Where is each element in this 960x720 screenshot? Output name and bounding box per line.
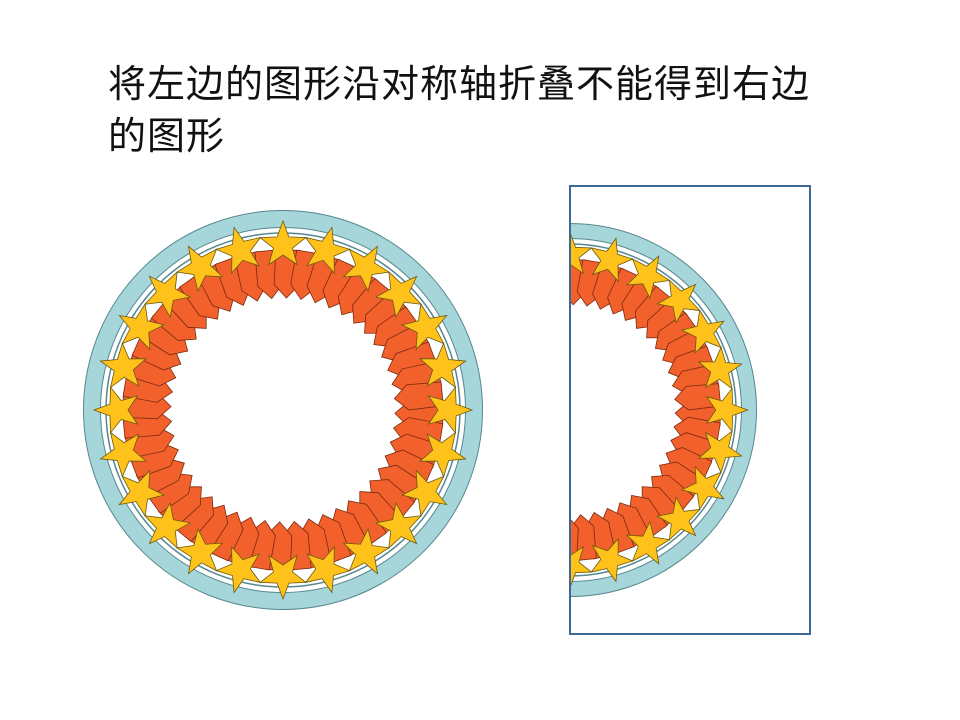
slide-title: 将左边的图形沿对称轴折叠不能得到右边的图形 xyxy=(108,62,811,158)
star-shape xyxy=(92,386,139,434)
star-shape xyxy=(697,430,743,474)
star-ring xyxy=(470,231,749,589)
star-shape xyxy=(656,496,701,541)
star-shape xyxy=(590,537,634,583)
arrow-shape xyxy=(489,272,525,317)
star-shape xyxy=(507,539,548,582)
star-shape xyxy=(705,387,749,433)
arrow-shape xyxy=(535,514,563,560)
star-shape xyxy=(570,545,593,589)
star-shape xyxy=(259,554,307,601)
star-ring xyxy=(92,219,474,601)
star-shape xyxy=(215,545,262,594)
star-shape xyxy=(418,431,467,478)
arrow-shape xyxy=(481,500,518,544)
star-shape xyxy=(625,255,671,300)
outer-ring xyxy=(83,210,483,610)
arrow-shape xyxy=(466,492,504,534)
star-shape xyxy=(470,522,513,564)
arrow-shape xyxy=(506,265,539,311)
outer-ring-edge xyxy=(83,210,483,610)
star-shape xyxy=(470,256,513,298)
half-figure-frame xyxy=(569,185,811,635)
outer-ring xyxy=(570,223,757,597)
star-shape xyxy=(507,238,548,281)
star-shape xyxy=(118,469,166,518)
full-ring-figure xyxy=(83,210,483,610)
star-shape xyxy=(680,465,725,511)
star-shape xyxy=(680,309,725,355)
arrow-shape xyxy=(570,288,571,293)
star-shape xyxy=(143,270,192,319)
arrow-shape xyxy=(524,261,554,308)
star-shape xyxy=(259,219,307,266)
star-shape xyxy=(400,302,448,351)
star-shape xyxy=(656,279,701,324)
star-shape xyxy=(427,386,474,434)
star-shape xyxy=(304,545,351,594)
outer-ring-edge xyxy=(570,223,757,597)
star-shape xyxy=(400,469,448,518)
arrow-shape xyxy=(498,506,532,552)
star-shape xyxy=(99,431,148,478)
arrow-shape xyxy=(570,518,579,562)
star-shape xyxy=(590,237,634,283)
star-shape xyxy=(625,520,671,565)
arrow-shape xyxy=(516,511,547,557)
star-shape xyxy=(342,527,391,575)
star-shape xyxy=(175,245,224,293)
star-shape xyxy=(570,231,593,275)
star-shape xyxy=(99,342,148,389)
star-shape xyxy=(175,527,224,575)
star-shape xyxy=(215,226,262,275)
star-shape xyxy=(697,346,743,390)
star-shape xyxy=(304,226,351,275)
star-shape xyxy=(418,342,467,389)
star-shape xyxy=(143,501,192,550)
star-shape xyxy=(342,245,391,293)
arrow-ring xyxy=(122,249,444,571)
star-shape xyxy=(374,270,423,319)
arrow-shape xyxy=(473,281,511,324)
star-shape xyxy=(374,501,423,550)
star-shape xyxy=(118,302,166,351)
half-ring-figure xyxy=(466,223,757,597)
